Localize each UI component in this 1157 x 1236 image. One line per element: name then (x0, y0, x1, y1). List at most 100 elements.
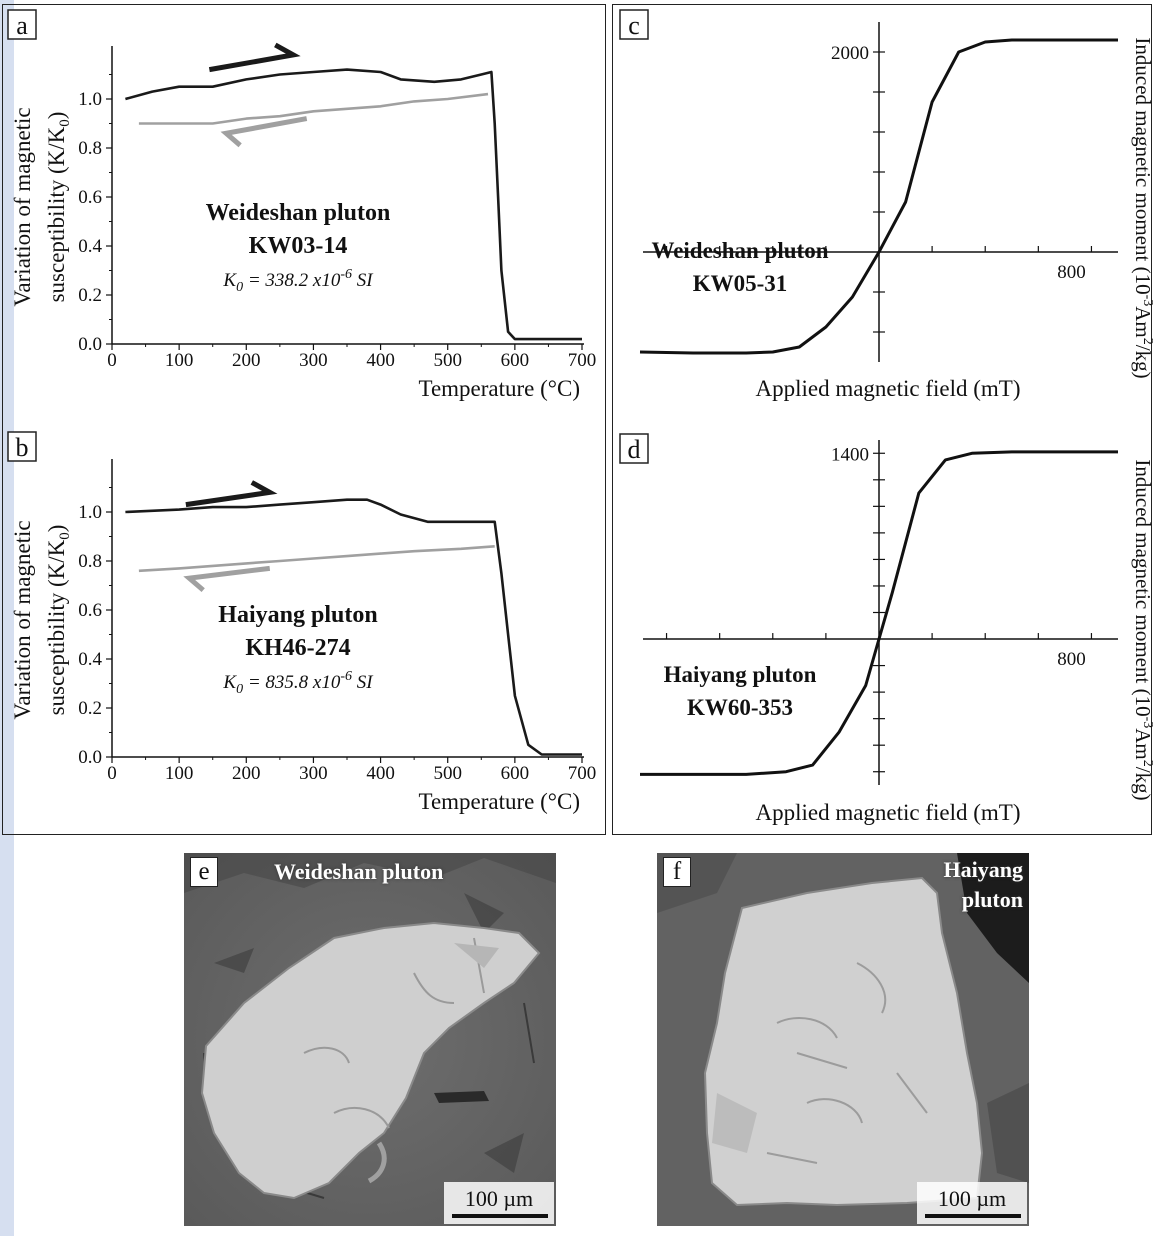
chart-title: Haiyang pluton (218, 602, 377, 628)
panel-ab-frame (2, 4, 606, 835)
sem-image-f (657, 853, 1029, 1226)
y-tick-label: 0.0 (78, 334, 102, 355)
panel-f-title-2: pluton (961, 887, 1023, 912)
k0-annotation: K0 = 835.8 x10-6 SI (222, 669, 374, 697)
series-heating-line (125, 498, 582, 756)
k0-subscript: 0 (236, 280, 243, 295)
x-tick-label: 700 (568, 763, 597, 784)
sample-id: KW03-14 (249, 233, 348, 259)
sem-photo-e: e Weideshan pluton 100 µm (184, 853, 556, 1226)
y-tick-label: 0.4 (78, 236, 102, 257)
scale-bar-f-label: 100 µm (937, 1186, 1007, 1211)
x-tick-label: 800 (1057, 262, 1086, 283)
y-axis-label-unit: Am (1131, 306, 1155, 338)
y-tick-label: 0.0 (78, 747, 102, 768)
sample-id: KW05-31 (693, 271, 788, 296)
y-axis-label-end: /kg) (1131, 345, 1155, 379)
chart-title: Haiyang pluton (664, 662, 817, 687)
k0-annotation: K0 = 338.2 x10-6 SI (222, 267, 374, 295)
panel-f-label: f (663, 857, 691, 887)
x-axis-label: Applied magnetic field (mT) (755, 376, 1020, 401)
k0-symbol: K (222, 270, 237, 291)
k0-unit: SI (352, 672, 374, 693)
cooling-arrow (183, 565, 271, 593)
chart-b: 0 100 200 300 400 500 600 700 0.0 0.2 0.4 0.6 0.8 1.0… (10, 459, 596, 814)
sem-photo-f: f Haiyang pluton 100 µm (657, 853, 1029, 1226)
y-axis-label-subscript: 0 (57, 119, 73, 127)
y-tick-label: 0.8 (78, 138, 102, 159)
x-tick-label: 300 (299, 763, 328, 784)
panel-d-label-box (619, 433, 649, 464)
y-axis-label-exponent2: 2 (1140, 760, 1155, 767)
x-tick-label: 400 (366, 763, 395, 784)
x-axis-label: Temperature (°C) (419, 789, 580, 814)
panel-b-label: b (16, 433, 29, 462)
x-tick-label: 800 (1057, 649, 1086, 670)
scale-bar-e-line (452, 1214, 548, 1218)
k0-subscript: 0 (236, 682, 243, 697)
y-axis-label-line2: susceptibility (K/K0) (44, 525, 73, 716)
hysteresis-curve (640, 450, 1118, 776)
sem-image-e (184, 853, 556, 1226)
series-heating-line (125, 68, 582, 341)
y-axis-label-exponent2: 2 (1140, 338, 1155, 345)
x-tick-label: 600 (501, 350, 530, 371)
scale-bar-e: 100 µm (444, 1182, 554, 1224)
sample-id: KH46-274 (245, 635, 350, 661)
left-sidebar-strip (0, 0, 14, 1236)
panel-c-label-box (619, 9, 649, 40)
panel-e-title: Weideshan pluton (274, 859, 444, 884)
y-axis-label-end: /kg) (1131, 767, 1155, 801)
y-axis-label-text: susceptibility (K/K (44, 539, 69, 715)
k0-exponent: -6 (340, 267, 352, 282)
y-axis-label-subscript: 0 (57, 532, 73, 540)
y-tick-label: 0.6 (78, 600, 102, 621)
panel-a-label: a (16, 11, 28, 40)
panel-f-title-1: Haiyang (943, 857, 1023, 882)
chart-a: 0 100 200 300 400 500 600 700 0.0 0.2 0.4 0.6 0.8 1.0… (10, 42, 597, 401)
k0-exponent: -6 (340, 669, 352, 684)
x-tick-label: 400 (366, 350, 395, 371)
k0-value: = 338.2 x10 (243, 270, 341, 291)
charts-svg: 0 100 200 300 400 500 600 7000.00.20.40.60.81.0… (7, 9, 1155, 825)
x-tick-label: 300 (299, 350, 328, 371)
x-tick-label: 700 (568, 350, 597, 371)
chart-d: 800 1400 Applied magnetic field (mT) Haiyan… (640, 440, 1155, 825)
chart-c: 800 2000 Applied magnetic field (mT) Weides… (639, 22, 1155, 401)
y-tick-label: 1.0 (78, 502, 102, 523)
y-axis-label-close: ) (44, 112, 69, 120)
panel-d-label: d (628, 435, 641, 464)
cooling-arrow (220, 116, 308, 148)
x-tick-label: 500 (433, 350, 462, 371)
panel-b-label-box (7, 431, 37, 462)
y-axis-label-line1: Variation of magnetic (10, 107, 35, 306)
scale-bar-f-line (925, 1214, 1021, 1218)
hysteresis-curve (639, 38, 1118, 355)
x-tick-label: 100 (165, 350, 194, 371)
heating-arrow (185, 480, 278, 508)
y-tick-label: 0.6 (78, 187, 102, 208)
y-tick-label: 1.0 (78, 89, 102, 110)
panel-c-label: c (628, 11, 640, 40)
x-axis-label: Temperature (°C) (419, 376, 580, 401)
y-axis-label-line2: susceptibility (K/K0) (44, 112, 73, 303)
series-cooling-line (138, 92, 489, 125)
y-axis-label: Induced magnetic moment (10-3Am2/kg) (1131, 459, 1155, 800)
panel-a-label-box (7, 9, 37, 40)
y-tick-label: 0.2 (78, 698, 102, 719)
y-tick-label: 0.4 (78, 649, 102, 670)
y-tick-label: 2000 (831, 43, 869, 64)
scale-bar-f: 100 µm (917, 1182, 1027, 1224)
series-cooling-line (138, 545, 495, 573)
panel-cd-frame (612, 4, 1152, 835)
x-tick-label: 100 (165, 763, 194, 784)
y-axis-label-exponent: -3 (1140, 295, 1155, 307)
k0-symbol: K (222, 672, 237, 693)
chart-title: Weideshan pluton (651, 238, 828, 263)
x-tick-label: 500 (433, 763, 462, 784)
x-tick-label: 0 (107, 763, 117, 784)
x-tick-label: 0 (107, 350, 117, 371)
heating-arrow (208, 42, 301, 73)
x-tick-label: 200 (232, 763, 261, 784)
y-axis-label-line1: Variation of magnetic (10, 520, 35, 719)
